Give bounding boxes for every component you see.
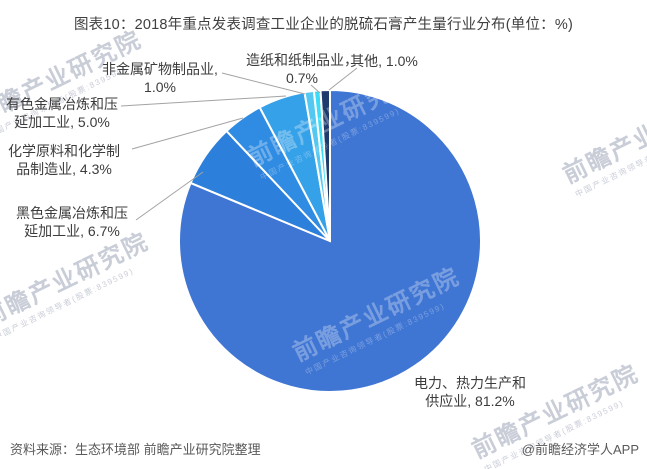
pie-label-nonmetal-line2: 1.0% [144,79,176,95]
leader-line-paper [310,84,321,94]
watermark-text: 前瞻产业研究院 [558,84,647,189]
qianzhan-logo-icon [526,171,551,204]
pie-label-ferrous: 黑色金属冶炼和压 延加工业, 6.7% [16,204,128,240]
pie-label-nonmetal-line1: 非金属矿物制品业, [102,61,218,77]
leader-line-chemical [131,117,244,150]
pie-label-power-line1: 电力、热力生产和 [414,375,526,391]
pie-label-ferrous-line1: 黑色金属冶炼和压 [16,205,128,221]
pie-slice-6 [319,88,331,242]
pie-label-paper-line1: 造纸和纸制品业， [246,52,358,68]
leader-line-other [328,67,358,91]
pie-label-ferrous-line2: 延加工业, 6.7% [24,223,120,239]
watermark: 前瞻产业研究院 中国产业咨询领导者(股票:839599) [526,84,647,204]
credit-note: @前瞻经济学人APP [521,442,639,457]
chart-title: 图表10：2018年重点发表调查工业企业的脱硫石膏产生量行业分布(单位：%) [73,17,574,33]
watermark-text: 前瞻产业研究院 [0,227,153,332]
pie-label-nonmetal: 非金属矿物制品业, 1.0% [102,60,218,96]
pie-label-power-line2: 供应业, 81.2% [425,393,515,409]
watermark: 前瞻产业研究院 中国产业咨询领导者(股票:839599) [0,227,153,342]
pie-label-nonferrous-line2: 延加工业, 5.0% [14,114,110,130]
leader-line-nonmetal [221,72,306,95]
pie-label-other-line1: 其他, 1.0% [350,53,418,69]
pie-label-other: 其他, 1.0% [350,52,418,70]
pie-label-chemical-line1: 化学原料和化学制 [8,143,120,159]
pie-label-nonferrous-line1: 有色金属冶炼和压 [6,96,118,112]
leader-line-nonferrous [120,95,287,107]
pie-slice-0 [178,88,482,393]
pie-label-chemical-line2: 品制造业, 4.3% [16,161,112,177]
source-note: 资料来源：生态环境部 前瞻产业研究院整理 [10,442,261,457]
pie-label-paper-line2: 0.7% [286,70,318,86]
pie-label-chemical: 化学原料和化学制 品制造业, 4.3% [8,142,120,178]
pie-label-paper: 造纸和纸制品业， 0.7% [246,51,358,87]
leader-line-ferrous [135,171,204,221]
pie-label-nonferrous: 有色金属冶炼和压 延加工业, 5.0% [6,95,118,131]
pie-label-power: 电力、热力生产和 供应业, 81.2% [414,374,526,410]
pie-chart [178,88,482,393]
qianzhan-logo-icon [435,446,460,469]
